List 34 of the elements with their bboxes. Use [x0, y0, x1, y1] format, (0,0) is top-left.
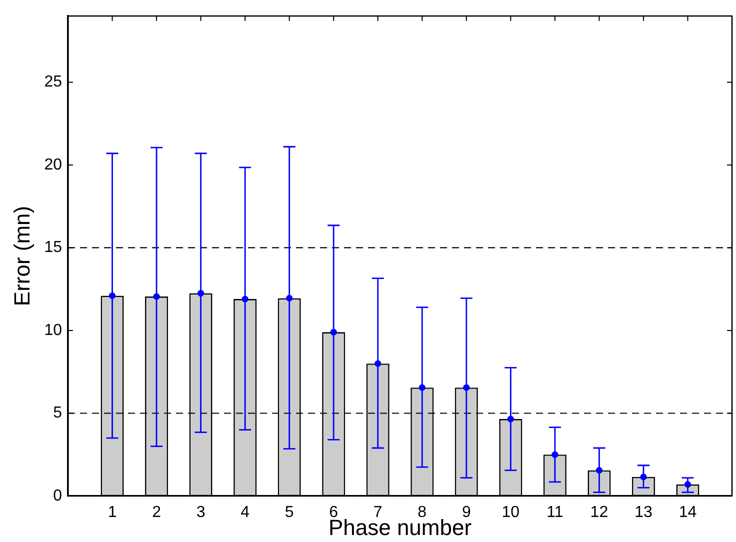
point [330, 328, 337, 336]
point [242, 296, 248, 302]
point [507, 416, 514, 422]
point [640, 474, 647, 480]
y-axis-title: Error (mn) [9, 206, 34, 306]
x-tick-label: 11 [546, 504, 564, 522]
y-tick-label: 20 [44, 156, 62, 174]
x-tick-label: 8 [418, 504, 427, 522]
y-tick-label: 0 [53, 487, 62, 504]
y-tick-label: 25 [44, 74, 62, 91]
y-tick-label: 5 [53, 404, 62, 422]
point [374, 360, 382, 367]
point [286, 294, 293, 302]
x-tick-label: 12 [590, 504, 608, 522]
x-tick-label: 7 [373, 504, 382, 522]
x-tick-label: 3 [196, 504, 206, 522]
x-tick-label: 14 [678, 504, 697, 522]
x-tick-label: 13 [634, 504, 652, 522]
point [684, 481, 692, 488]
x-tick-label: 4 [240, 504, 250, 522]
x-tick-label: 2 [152, 504, 162, 522]
x-tick-label: 9 [462, 504, 471, 522]
point [463, 384, 470, 391]
y-tick-label: 15 [44, 239, 62, 256]
x-tick-label: 10 [502, 504, 520, 522]
point [108, 292, 116, 300]
point [153, 293, 160, 300]
point [596, 467, 602, 474]
y-tick-label: 10 [44, 322, 62, 339]
point [198, 290, 204, 297]
x-tick-label: 5 [284, 504, 294, 522]
point [552, 451, 558, 458]
x-tick-label: 1 [108, 504, 117, 522]
point [418, 384, 426, 391]
